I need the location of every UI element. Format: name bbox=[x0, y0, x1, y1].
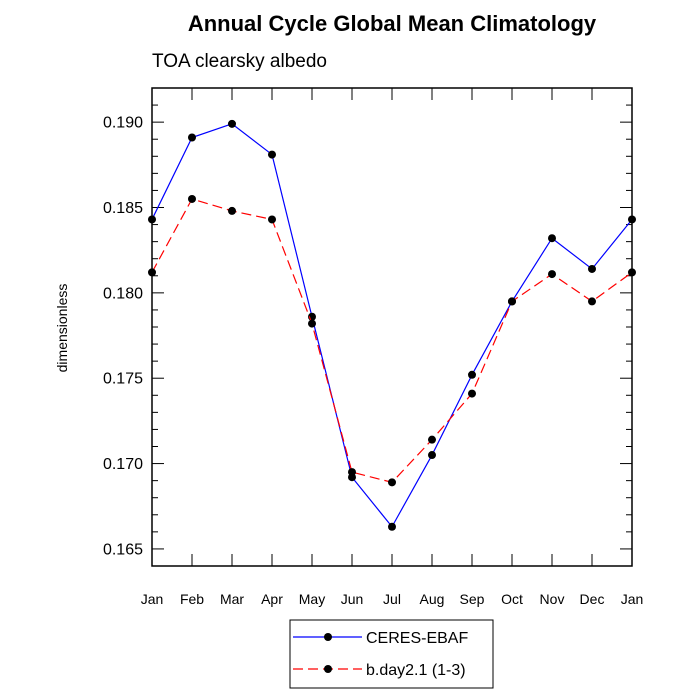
x-tick-label: Jan bbox=[621, 591, 644, 607]
data-point bbox=[148, 268, 156, 277]
x-tick-label: Jul bbox=[383, 591, 401, 607]
data-point bbox=[588, 297, 596, 306]
y-tick-label: 0.185 bbox=[103, 200, 143, 217]
x-tick-label: Nov bbox=[540, 591, 565, 607]
data-point bbox=[588, 264, 596, 273]
legend-box bbox=[289, 619, 494, 689]
data-point bbox=[228, 206, 236, 215]
y-tick-label: 0.175 bbox=[103, 371, 143, 388]
data-point bbox=[148, 215, 156, 224]
y-tick-label: 0.170 bbox=[103, 456, 143, 473]
data-point bbox=[188, 133, 196, 142]
axes: 0.165 0.170 0.175 0.180 0.185 0.190 Jan Feb Mar A… bbox=[103, 87, 644, 607]
data-point bbox=[388, 522, 396, 531]
x-tick-label: Mar bbox=[220, 591, 244, 607]
series-b-day2-1 bbox=[148, 194, 636, 487]
data-point bbox=[628, 215, 636, 224]
x-tick-label: Apr bbox=[261, 591, 283, 607]
y-tick-label: 0.165 bbox=[103, 541, 143, 558]
plot-frame bbox=[151, 87, 633, 567]
x-tick-label: Jun bbox=[341, 591, 364, 607]
legend-marker bbox=[324, 633, 332, 641]
y-axis-label: dimensionless bbox=[54, 284, 70, 373]
legend: CERES-EBAF b.day2.1 (1-3) bbox=[289, 619, 494, 689]
data-point bbox=[548, 270, 556, 279]
data-point bbox=[468, 389, 476, 398]
y-tick-label: 0.180 bbox=[103, 285, 143, 302]
x-tick-label: Sep bbox=[460, 591, 485, 607]
legend-label: b.day2.1 (1-3) bbox=[366, 662, 466, 679]
data-point bbox=[628, 268, 636, 277]
data-point bbox=[348, 468, 356, 477]
chart-subtitle: TOA clearsky albedo bbox=[152, 51, 327, 72]
x-tick-label: Jan bbox=[141, 591, 164, 607]
data-point bbox=[188, 194, 196, 203]
series-line bbox=[151, 198, 633, 484]
data-point bbox=[388, 478, 396, 487]
chart-title: Annual Cycle Global Mean Climatology bbox=[188, 11, 597, 36]
data-point bbox=[428, 435, 436, 444]
data-point bbox=[428, 451, 436, 460]
series-ceres-ebaf bbox=[148, 119, 636, 531]
data-point bbox=[268, 150, 276, 159]
x-tick-label: Aug bbox=[420, 591, 445, 607]
data-point bbox=[468, 370, 476, 379]
x-tick-label: Feb bbox=[180, 591, 204, 607]
legend-marker bbox=[324, 665, 332, 673]
series-line bbox=[151, 123, 633, 528]
data-point bbox=[508, 297, 516, 306]
legend-label: CERES-EBAF bbox=[366, 630, 468, 647]
data-point bbox=[548, 234, 556, 243]
data-point bbox=[268, 215, 276, 224]
x-tick-label: Dec bbox=[580, 591, 605, 607]
data-point bbox=[308, 319, 316, 328]
y-tick-label: 0.190 bbox=[103, 115, 143, 132]
series-group bbox=[148, 119, 636, 531]
x-tick-label: Oct bbox=[501, 591, 523, 607]
data-point bbox=[228, 119, 236, 128]
x-tick-label: May bbox=[299, 591, 325, 607]
